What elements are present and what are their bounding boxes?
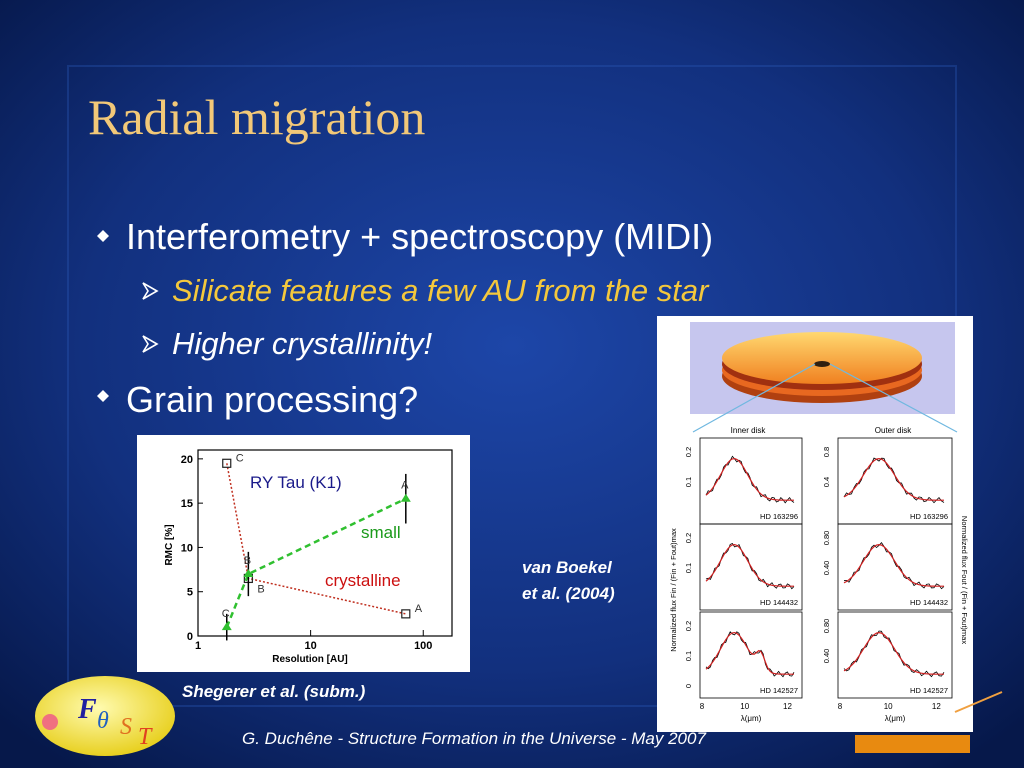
x-tick-label: 8 bbox=[838, 702, 843, 711]
panel-title: Inner disk bbox=[731, 426, 767, 435]
connector bbox=[692, 363, 816, 433]
y-tick-label: 10 bbox=[181, 542, 193, 554]
connector bbox=[829, 363, 958, 433]
y-tick-label: 0.8 bbox=[822, 447, 831, 457]
panel-frame bbox=[699, 523, 803, 611]
logo-letter: T bbox=[138, 724, 153, 750]
panel-frame bbox=[837, 611, 953, 699]
figure-background bbox=[137, 435, 470, 672]
x-axis-label: Resolution [AU] bbox=[272, 654, 348, 665]
annotation: crystalline bbox=[325, 571, 401, 590]
disk-center bbox=[814, 361, 830, 367]
y-tick-label: 15 bbox=[181, 498, 193, 510]
y-tick-label: 0 bbox=[187, 631, 193, 643]
y-tick-label: 0.40 bbox=[822, 649, 831, 664]
x-tick-label: 1 bbox=[195, 640, 201, 652]
x-tick-label: 10 bbox=[304, 640, 316, 652]
star-label: HD 144432 bbox=[760, 598, 798, 607]
sub-bullet-text: Higher crystallinity! bbox=[172, 326, 433, 361]
spectrum bbox=[705, 631, 794, 675]
star-label: HD 163296 bbox=[910, 512, 948, 521]
point-label: B bbox=[257, 583, 264, 595]
slide-title: Radial migration bbox=[88, 89, 425, 145]
x-axis-label: λ(μm) bbox=[885, 714, 906, 723]
panel-title: Outer disk bbox=[875, 426, 912, 435]
x-tick-label: 12 bbox=[783, 702, 792, 711]
spectrum bbox=[843, 543, 944, 587]
point bbox=[222, 458, 232, 468]
right-figure: Inner disk Outer disk Normalized flux Fi… bbox=[657, 316, 973, 732]
institute-logo-swoosh bbox=[954, 691, 1003, 713]
y-tick-label: 0.40 bbox=[822, 561, 831, 576]
y-axis-label: RMC [%] bbox=[164, 524, 175, 565]
y-tick-label: 0.1 bbox=[684, 563, 693, 573]
institute-logo bbox=[855, 735, 970, 753]
left-figure: Resolution [AU] RMC [%] RY Tau (K1) smal… bbox=[137, 435, 470, 672]
bullet-text: Interferometry + spectroscopy (MIDI) bbox=[126, 216, 713, 257]
point bbox=[221, 622, 232, 631]
spectrum bbox=[843, 457, 944, 501]
spectrum bbox=[843, 631, 944, 675]
logo-ball bbox=[42, 714, 58, 730]
y-tick-label: 0 bbox=[684, 684, 693, 688]
x-tick-label: 100 bbox=[414, 640, 432, 652]
panel-frame bbox=[837, 523, 953, 611]
y-tick-label: 0.4 bbox=[822, 477, 831, 487]
star-label: HD 142527 bbox=[910, 686, 948, 695]
point-label: A bbox=[401, 480, 409, 492]
y-tick-label: 0.1 bbox=[684, 477, 693, 487]
spectrum bbox=[705, 631, 795, 678]
annotation: RY Tau (K1) bbox=[250, 473, 342, 492]
citation: van Boekel bbox=[522, 558, 613, 577]
logo-letter: S bbox=[120, 714, 132, 740]
disk-top bbox=[722, 332, 922, 384]
annotation: small bbox=[361, 523, 401, 542]
sub-bullet bbox=[142, 282, 159, 300]
star-label: HD 142527 bbox=[760, 686, 798, 695]
star-label: HD 163296 bbox=[760, 512, 798, 521]
footer: G. Duchêne - Structure Formation in the … bbox=[242, 729, 706, 748]
logo-background bbox=[35, 676, 175, 756]
star-label: HD 144432 bbox=[910, 598, 948, 607]
spectrum bbox=[705, 457, 794, 501]
bullet bbox=[97, 390, 109, 402]
y-tick-label: 0.2 bbox=[684, 621, 693, 631]
logo-letter: F bbox=[77, 694, 97, 725]
panel-frame bbox=[699, 611, 803, 699]
x-axis-label: λ(μm) bbox=[741, 714, 762, 723]
y-tick-label: 5 bbox=[187, 587, 193, 599]
y-tick-label: 0.1 bbox=[684, 651, 693, 661]
y-tick-label: 0.80 bbox=[822, 531, 831, 546]
y-tick-label: 0.2 bbox=[684, 447, 693, 457]
point bbox=[400, 493, 411, 502]
x-tick-label: 10 bbox=[740, 702, 749, 711]
x-tick-label: 8 bbox=[700, 702, 705, 711]
logo-letter: θ bbox=[97, 708, 109, 734]
y-tick-label: 20 bbox=[181, 454, 193, 466]
spectrum bbox=[843, 630, 945, 678]
x-tick-label: 12 bbox=[932, 702, 941, 711]
series-line bbox=[225, 497, 407, 628]
y-axis-label: Normalized flux Fout / (Fin + Fout)max bbox=[960, 516, 969, 644]
x-tick-label: 10 bbox=[884, 702, 893, 711]
point-label: C bbox=[236, 452, 244, 464]
point-label: B bbox=[244, 555, 251, 567]
bullet bbox=[97, 230, 109, 242]
point bbox=[243, 569, 254, 577]
y-axis-label: Normalized flux Fin / (Fin + Fout)max bbox=[669, 528, 678, 652]
plot-frame bbox=[197, 449, 453, 637]
y-tick-label: 0.80 bbox=[822, 619, 831, 634]
point bbox=[401, 609, 411, 619]
citation: et al. (2004) bbox=[522, 584, 615, 603]
bullet-text: Grain processing? bbox=[126, 379, 418, 420]
spectrum bbox=[705, 543, 794, 587]
point-label: A bbox=[415, 603, 423, 615]
sub-bullet bbox=[142, 335, 159, 353]
point-label: C bbox=[222, 608, 230, 620]
y-tick-label: 0.2 bbox=[684, 533, 693, 543]
caption: Shegerer et al. (subm.) bbox=[182, 682, 366, 701]
sub-bullet-text: Silicate features a few AU from the star bbox=[172, 273, 710, 308]
